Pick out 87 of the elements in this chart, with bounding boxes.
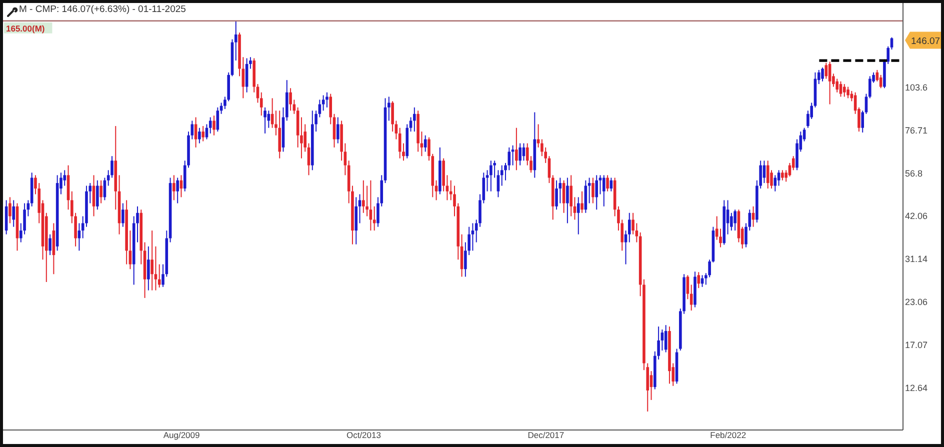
candlestick [100, 180, 102, 204]
candlestick [792, 156, 795, 171]
x-tick-label: Feb/2022 [710, 430, 746, 440]
candlestick [500, 164, 504, 186]
candlestick [245, 58, 248, 93]
candlestick [588, 177, 591, 204]
candlestick [336, 116, 340, 144]
y-tick-label: 76.71 [905, 125, 928, 136]
candlestick [471, 222, 474, 252]
annotation: 146.07 [911, 36, 940, 47]
candlestick [828, 61, 832, 105]
candlestick [326, 92, 328, 108]
candlestick [508, 146, 511, 171]
candlestick [154, 246, 158, 291]
y-tick-label: 103.6 [905, 82, 928, 93]
candlestick [78, 222, 81, 252]
candlestick [821, 67, 824, 82]
y-tick-label: 17.07 [905, 340, 928, 350]
candlestick [496, 170, 500, 198]
candlestick [570, 174, 572, 217]
candlestick [576, 196, 580, 235]
candlestick [774, 174, 777, 192]
candlestick [362, 180, 365, 214]
candlestick [198, 127, 201, 144]
y-tick-label: 42.06 [905, 211, 928, 222]
y-tick-label: 23.06 [905, 297, 928, 308]
y-tick-label: 31.14 [905, 254, 928, 264]
y-tick-label: 56.8 [905, 168, 923, 178]
candlestick [846, 86, 850, 99]
candlestick [490, 160, 492, 192]
candlestick [289, 88, 292, 112]
candlestick [150, 230, 154, 291]
ref-line-label: 165.00(M) [6, 23, 45, 34]
candlestick [158, 264, 161, 288]
candlestick [264, 106, 266, 134]
candlestick [96, 180, 99, 210]
x-tick-label: Dec/2017 [528, 430, 564, 440]
candlestick [777, 170, 780, 186]
candlestick [413, 106, 416, 132]
candlestick [424, 134, 427, 152]
candlestick [212, 115, 216, 136]
candlestick [635, 222, 638, 243]
candlestick [580, 190, 584, 214]
candlestick [205, 124, 208, 140]
candlestick [202, 126, 204, 142]
candlestick [147, 246, 150, 291]
x-tick-label: Oct/2013 [346, 430, 382, 440]
candlestick [329, 93, 332, 125]
candlestick [842, 84, 846, 98]
candlestick [606, 174, 609, 192]
candlestick [766, 160, 770, 190]
x-tick-label: Aug/2009 [163, 430, 200, 440]
candlestick [595, 174, 598, 210]
candlestick [12, 200, 16, 228]
candlestick [562, 180, 566, 214]
candlestick [194, 116, 198, 148]
candlestick [48, 234, 52, 256]
candlestick [598, 174, 602, 195]
candlestick [650, 370, 653, 400]
candlestick [566, 177, 569, 224]
candlestick [234, 20, 238, 62]
candlestick [8, 196, 12, 224]
candlestick [515, 127, 518, 171]
candlestick [602, 174, 606, 207]
candlestick [176, 177, 179, 204]
candlestick [868, 76, 872, 99]
candlestick [372, 206, 376, 232]
candlestick [208, 116, 212, 134]
candlestick [409, 116, 412, 132]
candlestick [686, 274, 690, 300]
candlestick [322, 94, 325, 112]
candlestick [307, 142, 310, 176]
chart-title: M - CMP: 146.07(+6.63%) - 01-11-2025 [19, 4, 186, 15]
candlestick [518, 142, 522, 166]
candlestick [260, 92, 263, 116]
candlestick [555, 180, 558, 210]
candlestick [358, 194, 362, 224]
y-tick-label: 12.64 [905, 382, 928, 393]
candlestick [734, 209, 736, 232]
candlestick [879, 74, 882, 89]
candlestick [697, 272, 700, 289]
candlestick [172, 174, 176, 201]
candlestick [122, 202, 124, 228]
candlestick [839, 80, 842, 98]
candlestick [781, 170, 784, 181]
candlestick [278, 110, 281, 159]
candlestick [592, 177, 594, 204]
